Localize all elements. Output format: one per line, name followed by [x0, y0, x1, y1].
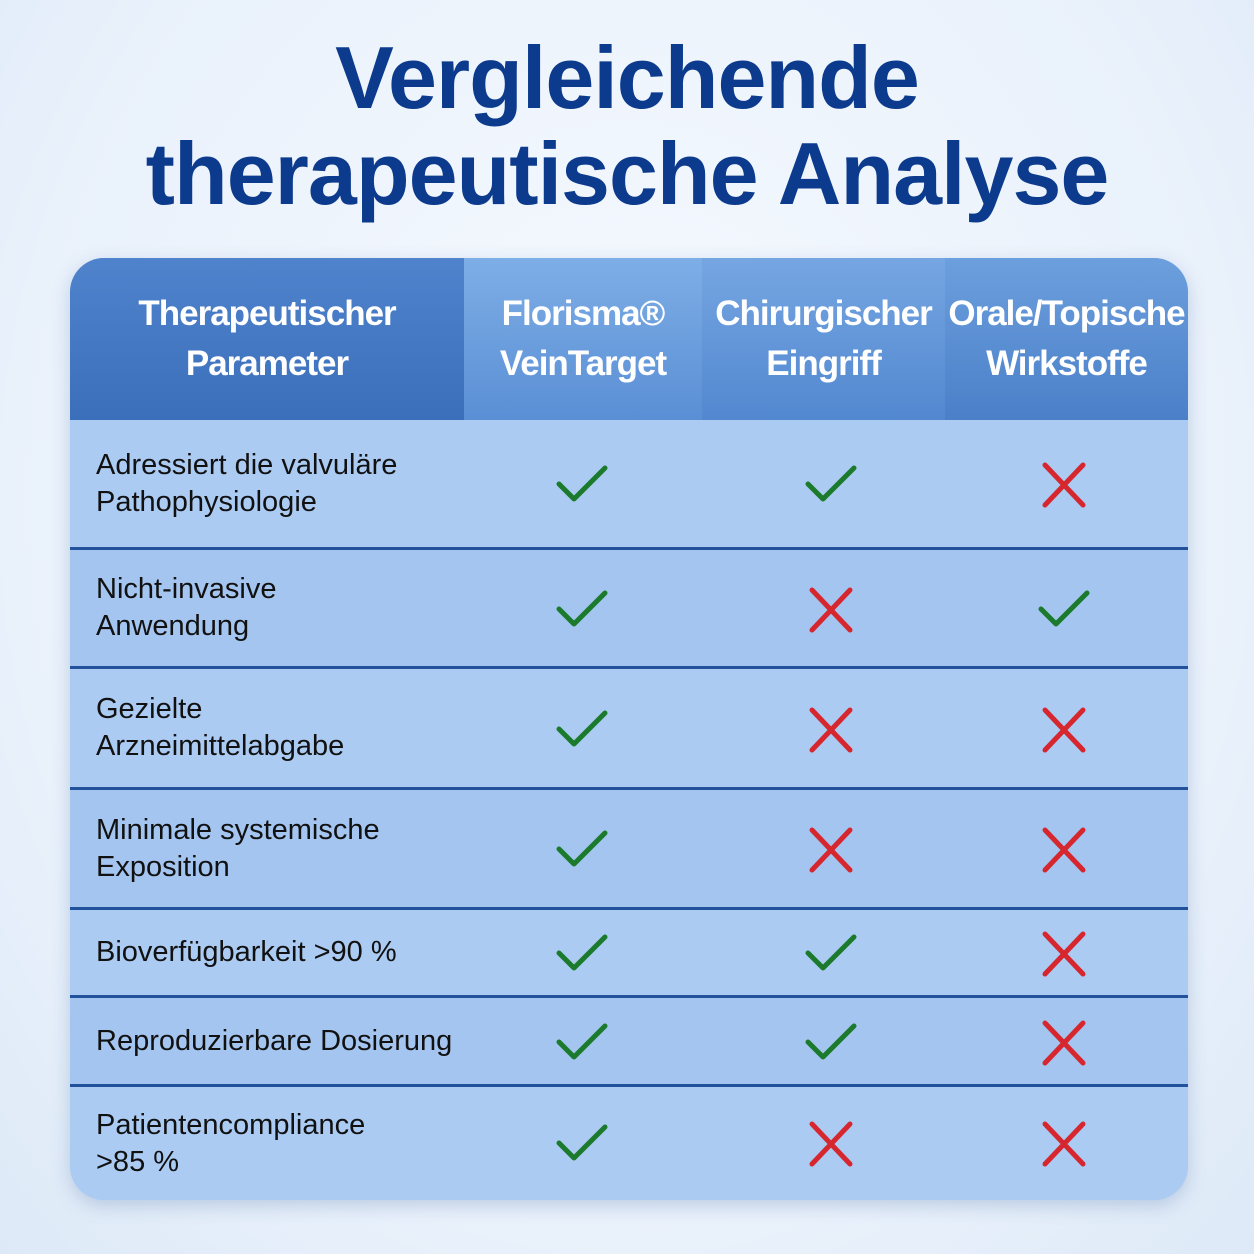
- parameter-line: Reproduzierbare Dosierung: [96, 1024, 453, 1057]
- check-icon: [556, 465, 608, 502]
- header-line: Eingriff: [766, 344, 881, 383]
- table-row: Adressiert die valvuläre Pathophysiologie: [70, 420, 1188, 550]
- check-icon: [556, 710, 608, 746]
- cross-icon: [1042, 1020, 1086, 1065]
- cross-icon: [809, 587, 853, 632]
- check-icon: [556, 934, 608, 971]
- parameter-line: >85 %: [96, 1145, 180, 1178]
- table-row: Bioverfügbarkeit >90 %: [70, 910, 1188, 998]
- parameter-cell: Bioverfügbarkeit >90 %: [96, 910, 397, 995]
- parameter-cell: Reproduzierbare Dosierung: [96, 998, 452, 1084]
- title: Vergleichende therapeutische Analyse: [0, 30, 1254, 222]
- header-line: Wirkstoffe: [986, 344, 1148, 383]
- parameter-line: Gezielte: [96, 693, 203, 725]
- parameter-line: Bioverfügbarkeit >90 %: [96, 936, 397, 968]
- check-icon: [805, 465, 857, 502]
- header-line: Orale/Topische: [948, 294, 1185, 333]
- parameter-cell: Adressiert die valvuläre Pathophysiologie: [96, 420, 397, 547]
- parameter-line: Pathophysiologie: [96, 485, 317, 518]
- title-line: Vergleichende: [335, 28, 920, 127]
- table-row: Nicht-invasive Anwendung: [70, 550, 1188, 669]
- check-icon: [556, 1124, 608, 1160]
- cross-icon: [809, 1121, 853, 1166]
- parameter-line: Patientencompliance: [96, 1108, 366, 1141]
- cross-icon: [1042, 827, 1086, 873]
- parameter-cell: Gezielte Arzneimittelabgabe: [96, 669, 344, 787]
- parameter-cell: Patientencompliance >85 %: [96, 1087, 365, 1200]
- table-row: Gezielte Arzneimittelabgabe: [70, 669, 1188, 790]
- cross-icon: [809, 707, 853, 752]
- parameter-line: Minimale systemische: [96, 813, 380, 846]
- header-line: Therapeutischer: [138, 294, 396, 333]
- comparison-table: Therapeutischer Parameter Florisma® VeinTar…: [70, 258, 1188, 1200]
- table-row: Reproduzierbare Dosierung: [70, 998, 1188, 1087]
- cross-icon: [1042, 462, 1086, 508]
- cross-icon: [809, 827, 853, 873]
- check-icon: [1038, 590, 1090, 626]
- table-row: Minimale systemische Exposition: [70, 790, 1188, 910]
- parameter-line: Exposition: [96, 850, 230, 883]
- header-cell: Florisma® VeinTarget: [464, 258, 702, 420]
- title-line: therapeutische Analyse: [145, 124, 1110, 223]
- header-line: Chirurgischer: [715, 294, 932, 333]
- parameter-cell: Nicht-invasive Anwendung: [96, 550, 277, 666]
- header-line: VeinTarget: [499, 344, 667, 383]
- check-icon: [805, 934, 857, 971]
- cross-icon: [1042, 707, 1086, 752]
- header-cell: Chirurgischer Eingriff: [702, 258, 945, 420]
- parameter-line: Arzneimittelabgabe: [96, 730, 345, 762]
- cross-icon: [1042, 931, 1086, 977]
- table-row: Patientencompliance >85 %: [70, 1087, 1188, 1200]
- cross-icon: [1042, 1121, 1086, 1166]
- parameter-line: Adressiert die valvuläre: [96, 448, 398, 481]
- check-icon: [805, 1023, 857, 1059]
- header-line: Parameter: [185, 344, 349, 383]
- header-line: Florisma®: [501, 294, 666, 333]
- parameter-cell: Minimale systemische Exposition: [96, 790, 380, 907]
- parameter-line: Nicht-invasive: [96, 573, 277, 605]
- check-icon: [556, 1023, 608, 1059]
- header-cell: Orale/Topische Wirkstoffe: [945, 258, 1188, 420]
- header-cell: Therapeutischer Parameter: [70, 258, 464, 420]
- parameter-line: Anwendung: [96, 610, 250, 642]
- check-icon: [556, 830, 608, 867]
- check-icon: [556, 590, 608, 626]
